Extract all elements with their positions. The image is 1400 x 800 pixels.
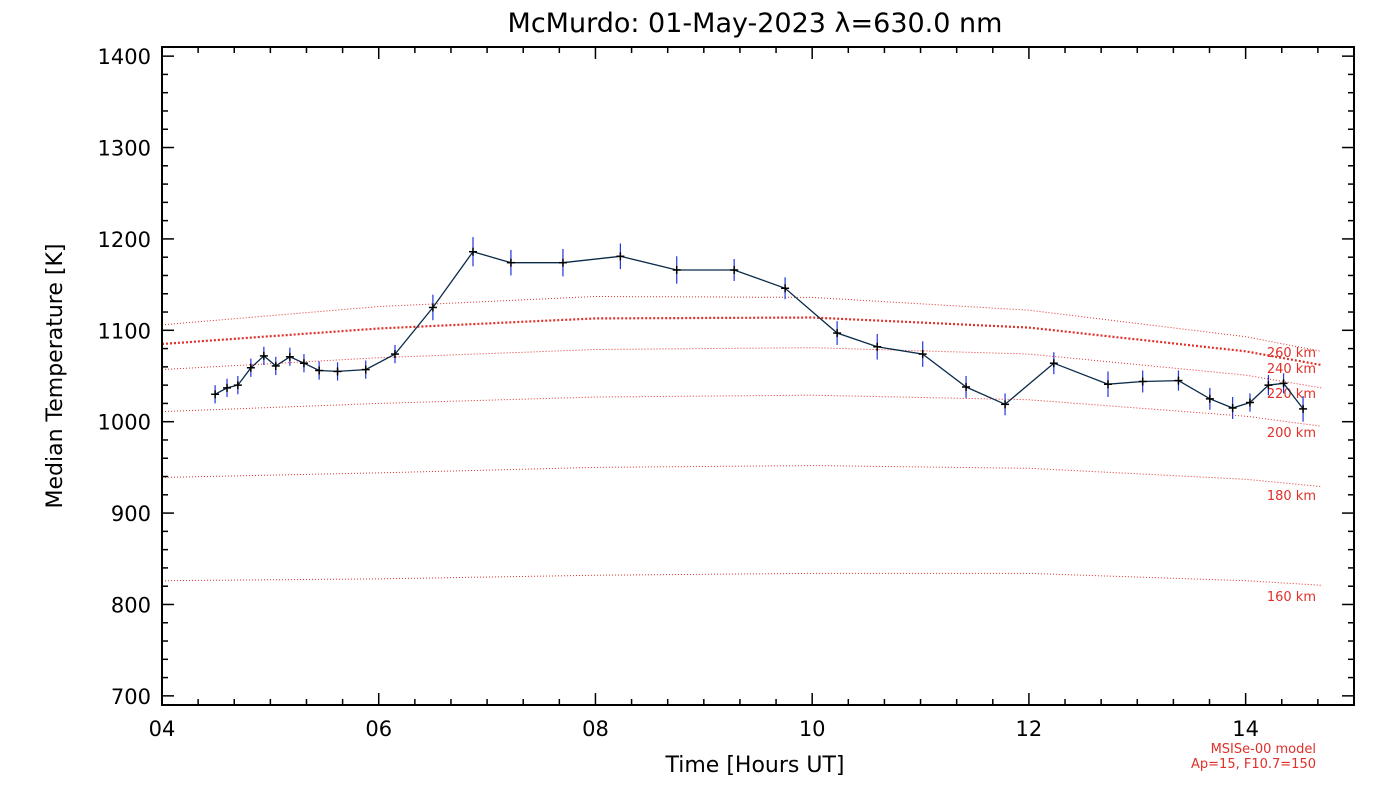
model-label: 260 km <box>1267 346 1316 361</box>
data-point <box>271 361 280 370</box>
data-point <box>962 382 971 391</box>
y-axis-title: Median Temperature [K] <box>43 244 68 509</box>
data-point <box>1104 380 1113 389</box>
x-tick-label: 12 <box>1016 717 1043 741</box>
model-label: 200 km <box>1267 426 1316 441</box>
model-label: 240 km <box>1267 362 1316 377</box>
data-point <box>918 350 927 359</box>
data-point <box>1245 398 1254 407</box>
data-point <box>315 366 324 375</box>
data-point <box>223 383 232 392</box>
x-tick-label: 06 <box>365 717 392 741</box>
data-point <box>1299 404 1308 413</box>
y-tick-label: 1100 <box>98 319 151 343</box>
data-point <box>233 381 242 390</box>
data-point <box>873 342 882 351</box>
chart-title: McMurdo: 01-May-2023 λ=630.0 nm <box>508 8 1003 39</box>
y-tick-label: 1400 <box>98 45 151 69</box>
x-tick-label: 08 <box>582 717 609 741</box>
model-footnote-line2: Ap=15, F10.7=150 <box>1191 757 1316 772</box>
plot-frame <box>161 46 1355 706</box>
data-point <box>616 252 625 261</box>
model-curve-180-km <box>161 465 1322 488</box>
data-point <box>1279 379 1288 388</box>
data-point <box>1174 376 1183 385</box>
data-series-line <box>214 250 1304 410</box>
data-point <box>1138 377 1147 386</box>
model-label: 180 km <box>1267 489 1316 504</box>
y-tick-label: 900 <box>111 502 151 526</box>
data-point <box>285 352 294 361</box>
data-point <box>506 258 515 267</box>
data-series <box>211 237 1308 422</box>
data-point <box>1205 394 1214 403</box>
data-point <box>1001 400 1010 409</box>
y-tick-label: 700 <box>111 685 151 709</box>
data-point <box>672 265 681 274</box>
model-curve-260-km <box>161 296 1322 352</box>
x-tick-label: 10 <box>799 717 826 741</box>
y-tick-label: 1000 <box>98 411 151 435</box>
x-tick-label: 14 <box>1232 717 1259 741</box>
data-point <box>781 284 790 293</box>
data-point <box>390 350 399 359</box>
x-axis-title: Time [Hours UT] <box>665 753 845 778</box>
model-label: 160 km <box>1267 590 1316 605</box>
data-point <box>211 390 220 399</box>
y-tick-label: 1300 <box>98 137 151 161</box>
data-point <box>428 303 437 312</box>
data-point <box>1228 403 1237 412</box>
data-point <box>299 359 308 368</box>
data-point <box>730 265 739 274</box>
model-curve-200-km <box>161 394 1322 427</box>
model-curve-240-km <box>161 316 1322 367</box>
data-point <box>833 329 842 338</box>
data-point <box>469 247 478 256</box>
data-point <box>246 363 255 372</box>
data-point <box>333 367 342 376</box>
y-tick-label: 800 <box>111 593 151 617</box>
y-tick-label: 1200 <box>98 228 151 252</box>
data-point <box>259 351 268 360</box>
x-tick-label: 04 <box>149 717 176 741</box>
axis-ticks: 04 06 08 10 12 14 700 800 900 1000 1100 1200 1300 140… <box>98 45 1355 741</box>
model-curve-160-km <box>162 572 1322 586</box>
data-point <box>1049 359 1058 368</box>
data-point <box>361 365 370 374</box>
data-point <box>1264 381 1273 390</box>
model-footnote-line1: MSISe-00 model <box>1211 742 1316 757</box>
data-point <box>558 258 567 267</box>
